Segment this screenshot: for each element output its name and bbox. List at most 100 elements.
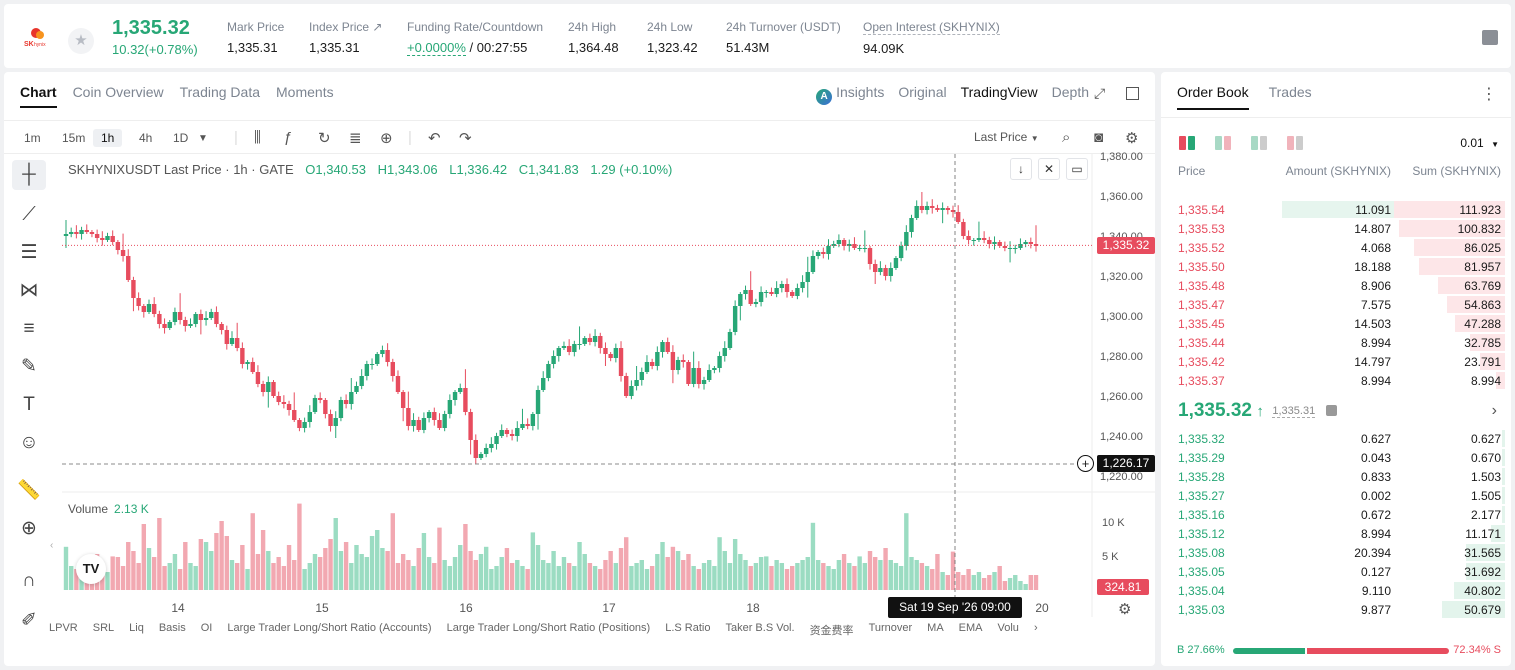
bid-row[interactable]: 1,335.29 0.043 0.670: [1161, 448, 1511, 467]
ind-lt-accounts[interactable]: Large Trader Long/Short Ratio (Accounts): [227, 622, 432, 634]
pattern-icon[interactable]: ⋈: [19, 280, 39, 301]
more-options-icon[interactable]: ⋮: [1481, 86, 1497, 103]
book-icon[interactable]: [1482, 30, 1498, 45]
tab-chart[interactable]: Chart: [20, 84, 57, 108]
brush-icon[interactable]: ✎: [21, 356, 37, 377]
tab-tradingview[interactable]: TradingView: [960, 84, 1038, 100]
interval-4h[interactable]: 4h: [139, 131, 153, 145]
bid-row[interactable]: 1,335.28 0.833 1.503: [1161, 467, 1511, 486]
tab-moments[interactable]: Moments: [276, 84, 334, 100]
bid-row[interactable]: 1,335.05 0.127 31.692: [1161, 562, 1511, 581]
template-icon[interactable]: ≣: [349, 130, 362, 147]
ruler-icon[interactable]: 📏: [17, 480, 41, 501]
camera-icon[interactable]: ◙: [1094, 129, 1104, 146]
tab-order-book[interactable]: Order Book: [1177, 84, 1249, 110]
favorite-star-icon[interactable]: ★: [68, 28, 94, 54]
ask-row[interactable]: 1,335.50 18.188 81.957: [1161, 257, 1511, 276]
ind-ma[interactable]: MA: [927, 622, 944, 634]
ind-taker[interactable]: Taker B.S Vol.: [725, 622, 795, 634]
ask-row[interactable]: 1,335.45 14.503 47.288: [1161, 314, 1511, 333]
redo-icon[interactable]: ↷: [459, 130, 472, 147]
mode-asks-icon[interactable]: [1287, 136, 1303, 150]
bid-row[interactable]: 1,335.08 20.394 31.565: [1161, 543, 1511, 562]
trend-line-icon[interactable]: ⟋: [22, 204, 36, 225]
tab-trades[interactable]: Trades: [1268, 84, 1312, 100]
ind-volume[interactable]: Volu: [997, 622, 1019, 634]
ind-lt-positions[interactable]: Large Trader Long/Short Ratio (Positions…: [446, 622, 651, 634]
search-icon[interactable]: ⌕: [1062, 129, 1071, 146]
price-type-select[interactable]: Last Price ▼: [974, 130, 1039, 144]
depth-bar: [1465, 544, 1505, 561]
tab-depth[interactable]: Depth: [1051, 84, 1089, 100]
ind-funding[interactable]: 资金费率: [809, 625, 854, 637]
candle-body: [644, 362, 650, 372]
ind-liq[interactable]: Liq: [129, 622, 144, 634]
ind-oi[interactable]: OI: [200, 622, 213, 634]
collapse-panel-icon[interactable]: ‹: [50, 540, 54, 551]
pencil-lock-icon[interactable]: ✐: [21, 610, 37, 631]
close-icon[interactable]: ✕: [1038, 158, 1060, 180]
interval-1h[interactable]: 1h: [93, 129, 123, 147]
ask-row[interactable]: 1,335.53 14.807 100.832: [1161, 219, 1511, 238]
candlestick-chart[interactable]: 1,380.001,360.001,340.001,320.001,300.00…: [4, 72, 1155, 666]
precision-select[interactable]: 0.01 ▼: [1460, 136, 1499, 150]
magnet-icon[interactable]: ∩: [22, 570, 36, 591]
ind-ls-ratio[interactable]: L.S Ratio: [665, 622, 711, 634]
mid-price[interactable]: 1,335.32 ↑ 1,335.31: [1178, 400, 1337, 422]
mode-both-alt-icon[interactable]: [1215, 136, 1231, 150]
scroll-down-icon[interactable]: ↓: [1010, 158, 1032, 180]
tab-original[interactable]: Original: [898, 84, 947, 100]
zoom-in-icon[interactable]: ⊕: [21, 518, 37, 539]
mode-bids-icon[interactable]: [1251, 136, 1267, 150]
ask-row[interactable]: 1,335.54 11.091 111.923: [1161, 200, 1511, 219]
ask-row[interactable]: 1,335.52 4.068 86.025: [1161, 238, 1511, 257]
fib-icon[interactable]: ≡: [23, 318, 35, 339]
add-indicator-icon[interactable]: ⊕: [380, 130, 393, 147]
tab-trading-data[interactable]: Trading Data: [179, 84, 261, 100]
ask-row[interactable]: 1,335.48 8.906 63.769: [1161, 276, 1511, 295]
candle-type-icon[interactable]: ⫼: [254, 129, 261, 146]
volume-bar: [572, 566, 577, 590]
order-price: 1,335.29: [1178, 451, 1225, 465]
undo-icon[interactable]: ↶: [428, 130, 441, 147]
text-icon[interactable]: T: [23, 394, 35, 415]
reset-icon[interactable]: ▭: [1066, 158, 1088, 180]
interval-1d[interactable]: 1D: [173, 131, 189, 145]
fullscreen-icon[interactable]: [1126, 87, 1139, 100]
bid-row[interactable]: 1,335.16 0.672 2.177: [1161, 505, 1511, 524]
bid-row[interactable]: 1,335.03 9.877 50.679: [1161, 600, 1511, 619]
horizontal-lines-icon[interactable]: ☰: [20, 242, 38, 263]
axis-settings-icon[interactable]: ⚙: [1118, 601, 1132, 618]
ind-turnover[interactable]: Turnover: [868, 622, 913, 634]
chevron-right-icon[interactable]: ›: [1491, 402, 1497, 419]
crosshair-icon[interactable]: ┼: [12, 160, 46, 190]
interval-dropdown-icon[interactable]: ▼: [198, 133, 208, 144]
bid-row[interactable]: 1,335.04 9.110 40.802: [1161, 581, 1511, 600]
bid-row[interactable]: 1,335.12 8.994 11.171: [1161, 524, 1511, 543]
emoji-icon[interactable]: ☺: [19, 432, 39, 453]
ind-ema[interactable]: EMA: [958, 622, 983, 634]
bid-row[interactable]: 1,335.32 0.627 0.627: [1161, 429, 1511, 448]
ask-row[interactable]: 1,335.42 14.797 23.791: [1161, 352, 1511, 371]
interval-15m[interactable]: 15m: [62, 131, 86, 145]
stat-index-price[interactable]: Index Price ↗ 1,335.31: [309, 20, 383, 55]
ind-basis[interactable]: Basis: [158, 622, 186, 634]
expand-icon[interactable]: ⤢: [1094, 85, 1106, 101]
interval-1m[interactable]: 1m: [24, 131, 41, 145]
ind-srl[interactable]: SRL: [92, 622, 115, 634]
volume-bar: [815, 560, 821, 590]
indicators-icon[interactable]: ƒ: [284, 129, 293, 146]
add-alert-icon[interactable]: +: [1077, 455, 1094, 472]
ask-row[interactable]: 1,335.37 8.994 8.994: [1161, 371, 1511, 390]
ask-row[interactable]: 1,335.47 7.575 54.863: [1161, 295, 1511, 314]
tab-coin-overview[interactable]: Coin Overview: [72, 84, 164, 100]
mode-both-icon[interactable]: [1179, 136, 1195, 150]
ind-lpvr[interactable]: LPVR: [49, 622, 78, 634]
tab-insights[interactable]: A Insights: [816, 84, 884, 105]
ask-row[interactable]: 1,335.44 8.994 32.785: [1161, 333, 1511, 352]
refresh-icon[interactable]: ↻: [318, 130, 331, 147]
chevron-right-icon[interactable]: ›: [1033, 622, 1038, 634]
bid-row[interactable]: 1,335.27 0.002 1.505: [1161, 486, 1511, 505]
candle-body: [74, 232, 79, 234]
settings-gear-icon[interactable]: ⚙: [1125, 130, 1139, 147]
